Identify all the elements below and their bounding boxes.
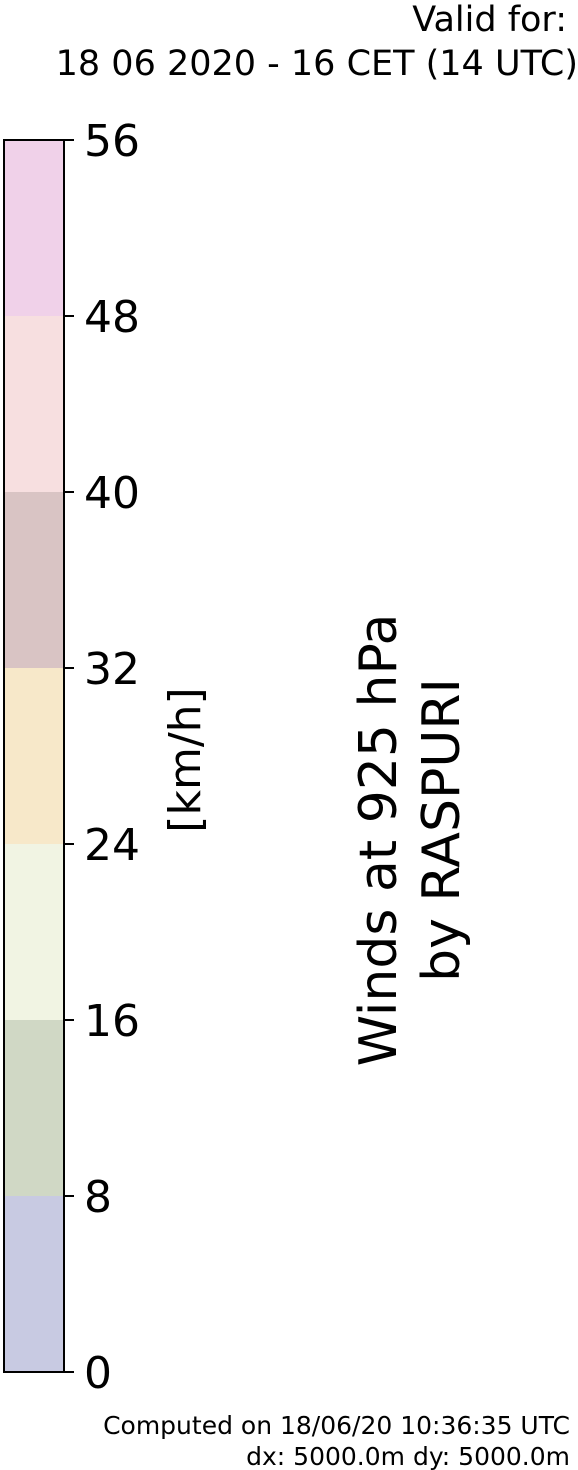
colorbar-tick-label-0: 0 [84,1348,112,1399]
colorbar-bin-40-48 [4,316,64,492]
valid-for-label: Valid for: [412,0,567,40]
colorbar-tick-label-8: 8 [84,1172,112,1223]
colorbar-bin-48-56 [4,140,64,316]
chart-title-line-1: Winds at 925 hPa [349,614,409,1067]
colorbar-bin-0-8 [4,1196,64,1372]
colorbar-bin-24-32 [4,668,64,844]
colorbar-tick-label-48: 48 [84,292,140,343]
colorbar-ticks: 0 8 16 24 32 40 48 56 [64,116,140,1399]
valid-date-text: 18 06 2020 - 16 CET (14 UTC) [56,44,578,84]
colorbar-tick-label-16: 16 [84,996,140,1047]
colorbar-bin-32-40 [4,492,64,668]
colorbar-tick-label-32: 32 [84,644,140,695]
grid-resolution: dx: 5000.0m dy: 5000.0m [246,1442,570,1470]
colorbar-bins [4,140,64,1372]
colorbar-tick-label-40: 40 [84,468,140,519]
colorbar-bin-16-24 [4,844,64,1020]
colorbar-tick-label-24: 24 [84,820,140,871]
colorbar-bin-8-16 [4,1020,64,1196]
colorbar-tick-label-56: 56 [84,116,140,167]
chart-title-line-2: by RASPURI [412,678,472,982]
computed-timestamp: Computed on 18/06/20 10:36:35 UTC [103,1411,570,1440]
colorbar-frame [3,139,65,1373]
unit-label: [km/h] [160,687,211,832]
